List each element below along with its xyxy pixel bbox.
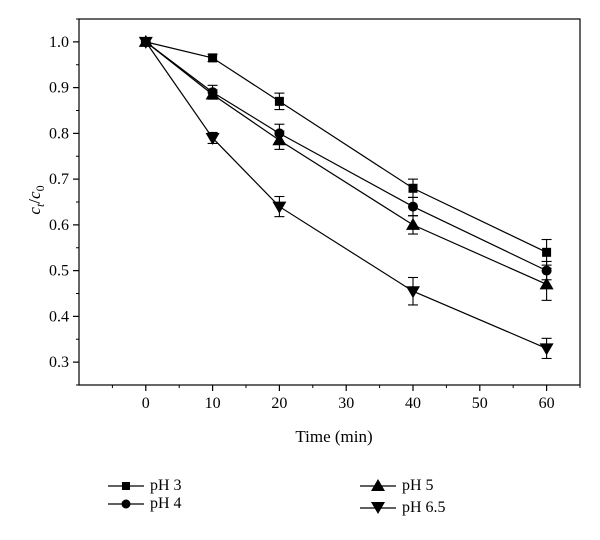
y-axis-label: ct/c0	[25, 185, 47, 214]
y-axis-label-0: 0	[33, 185, 47, 191]
legend-marker-triangle-up	[360, 479, 396, 491]
marker-triangle-up	[539, 277, 554, 290]
y-tick-label: 0.7	[49, 171, 69, 188]
y-axis-label-c0: c	[25, 191, 44, 199]
marker-square	[208, 53, 218, 63]
x-tick-label: 0	[142, 395, 150, 412]
marker-triangle-down	[272, 201, 287, 214]
legend-marker-square	[108, 482, 144, 490]
marker-square	[542, 247, 552, 257]
series-line	[145, 41, 547, 272]
series-pH3	[141, 37, 552, 266]
legend-label-ph3: pH 3	[150, 477, 182, 494]
marker-triangle-down	[205, 132, 220, 145]
y-tick-label: 0.8	[49, 125, 69, 142]
series-layer	[138, 34, 554, 360]
series-pH5	[138, 34, 554, 301]
marker-triangle-down	[406, 286, 420, 299]
marker-triangle-up	[272, 133, 287, 146]
x-tick-label: 30	[338, 395, 354, 412]
series-pH4	[140, 36, 552, 281]
x-tick-label: 20	[271, 395, 287, 412]
y-tick-label: 0.4	[49, 308, 69, 325]
series-line	[145, 41, 547, 285]
x-tick-label: 10	[205, 395, 221, 412]
legend-label-ph5: pH 5	[402, 477, 434, 494]
axes: 0 10 20 30 40 50 60 0.3 0.4 0.5 0.6 0.7 0.8 0.9 1.0	[49, 18, 581, 412]
x-tick-label: 50	[472, 395, 488, 412]
y-tick-label: 0.6	[49, 217, 69, 234]
marker-square	[408, 183, 418, 193]
legend-marker-triangle-down	[360, 502, 396, 514]
marker-circle	[408, 201, 418, 212]
series-line	[145, 41, 547, 253]
marker-triangle-up	[205, 87, 220, 100]
y-axis-label-slash: /	[25, 199, 44, 204]
marker-triangle-up	[406, 217, 420, 230]
chart: 0 10 20 30 40 50 60 0.3 0.4 0.5 0.6 0.7 0.8 0.9 1.0 Ti…	[25, 18, 581, 446]
x-tick-label: 60	[539, 395, 555, 412]
x-axis-label: Time (min)	[295, 427, 372, 446]
legend-label-ph65: pH 6.5	[402, 499, 446, 516]
marker-triangle-down	[539, 343, 554, 356]
legend-marker-circle	[108, 499, 144, 509]
y-axis-label-c: c	[25, 207, 44, 215]
marker-square	[274, 96, 284, 106]
marker-triangle-down	[138, 36, 153, 49]
y-tick-label: 0.3	[49, 354, 69, 371]
y-tick-label: 0.5	[49, 263, 69, 280]
x-tick-label: 40	[405, 395, 421, 412]
series-pH6-5	[138, 36, 554, 360]
y-tick-label: 0.9	[49, 80, 69, 97]
y-tick-label: 1.0	[49, 34, 69, 51]
y-axis-label-t: t	[33, 203, 47, 207]
legend-label-ph4: pH 4	[150, 495, 182, 512]
